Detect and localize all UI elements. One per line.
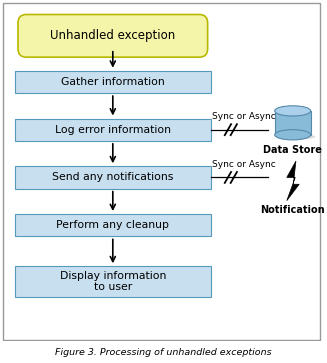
Ellipse shape xyxy=(275,130,311,140)
Text: Unhandled exception: Unhandled exception xyxy=(50,29,176,42)
FancyBboxPatch shape xyxy=(15,266,211,297)
Text: Log error information: Log error information xyxy=(55,125,171,135)
FancyBboxPatch shape xyxy=(15,119,211,141)
FancyBboxPatch shape xyxy=(15,166,211,188)
Text: Display information
to user: Display information to user xyxy=(60,271,166,292)
Text: Send any notifications: Send any notifications xyxy=(52,172,174,183)
FancyBboxPatch shape xyxy=(15,214,211,236)
Text: Data Store: Data Store xyxy=(263,145,322,155)
Text: Perform any cleanup: Perform any cleanup xyxy=(56,220,169,230)
Text: Sync or Async: Sync or Async xyxy=(212,160,275,169)
Text: Gather information: Gather information xyxy=(61,77,165,87)
Polygon shape xyxy=(275,111,311,135)
Text: Notification: Notification xyxy=(260,205,325,215)
FancyBboxPatch shape xyxy=(15,71,211,93)
Ellipse shape xyxy=(275,106,311,116)
Ellipse shape xyxy=(278,134,315,139)
Polygon shape xyxy=(287,161,299,201)
Text: Figure 3. Processing of unhandled exceptions: Figure 3. Processing of unhandled except… xyxy=(55,348,272,356)
FancyBboxPatch shape xyxy=(18,15,208,57)
Text: Sync or Async: Sync or Async xyxy=(212,112,275,121)
